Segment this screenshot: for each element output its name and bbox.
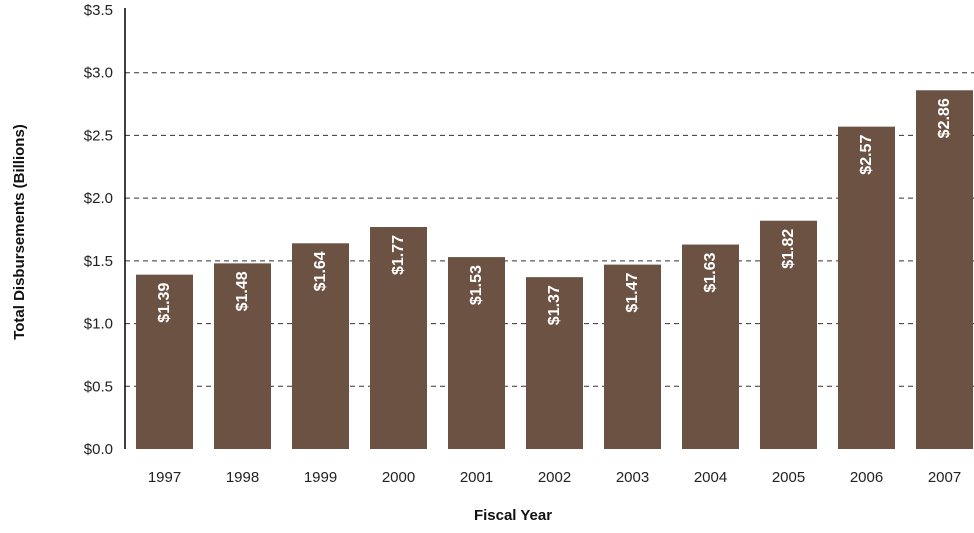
x-tick-label: 2003 xyxy=(616,469,649,486)
y-tick-label: $3.0 xyxy=(84,65,113,82)
x-tick-label: 2001 xyxy=(460,469,493,486)
bar-2004 xyxy=(682,244,739,449)
data-label-2004: $1.63 xyxy=(702,252,719,292)
bar-2006 xyxy=(838,126,895,450)
data-label-2000: $1.77 xyxy=(390,235,407,275)
x-tick-label: 2005 xyxy=(772,469,805,486)
data-label-2006: $2.57 xyxy=(858,135,875,175)
x-tick-label: 1997 xyxy=(148,469,181,486)
y-tick-label: $1.0 xyxy=(84,316,113,333)
x-tick-label: 2007 xyxy=(928,469,961,486)
x-tick-label: 1999 xyxy=(304,469,337,486)
data-label-2005: $1.82 xyxy=(780,229,797,269)
y-axis-title: Total Disbursements (Billions) xyxy=(11,124,28,340)
bar-2002 xyxy=(526,277,583,449)
bars xyxy=(136,90,973,450)
data-label-2002: $1.37 xyxy=(546,285,563,325)
bar-2005 xyxy=(760,220,817,449)
data-labels: $1.39 $1.48 $1.64 $1.77 $1.53 $1.37 $1.47 $1.63… xyxy=(156,98,953,325)
data-label-1997: $1.39 xyxy=(156,283,173,323)
bar-2007 xyxy=(916,90,973,449)
y-tick-label: $2.5 xyxy=(84,127,113,144)
data-label-2003: $1.47 xyxy=(624,273,641,313)
bar-2003 xyxy=(604,264,661,449)
bar-1999 xyxy=(292,243,349,449)
x-tick-labels: 1997 1998 1999 2000 2001 2002 2003 2004 2005 2006… xyxy=(148,469,961,486)
y-tick-label: $0.0 xyxy=(84,441,113,458)
x-tick-label: 1998 xyxy=(226,469,259,486)
x-tick-label: 2004 xyxy=(694,469,727,486)
y-tick-labels: $0.0 $0.5 $1.0 $1.5 $2.0 $2.5 $3.0 $3.5 xyxy=(84,2,113,458)
data-label-2007: $2.86 xyxy=(936,98,953,138)
y-tick-label: $1.5 xyxy=(84,253,113,270)
data-label-1998: $1.48 xyxy=(234,271,251,311)
bar-2001 xyxy=(448,257,505,449)
data-label-1999: $1.64 xyxy=(312,251,329,291)
bar-1998 xyxy=(214,263,271,449)
bar-1997 xyxy=(136,274,193,449)
x-tick-label: 2002 xyxy=(538,469,571,486)
x-tick-label: 2000 xyxy=(382,469,415,486)
data-label-2001: $1.53 xyxy=(468,265,485,305)
y-tick-label: $3.5 xyxy=(84,2,113,19)
y-tick-label: $2.0 xyxy=(84,190,113,207)
y-tick-label: $0.5 xyxy=(84,378,113,395)
x-axis-title: Fiscal Year xyxy=(474,507,552,524)
x-tick-label: 2006 xyxy=(850,469,883,486)
bar-2000 xyxy=(370,226,427,449)
